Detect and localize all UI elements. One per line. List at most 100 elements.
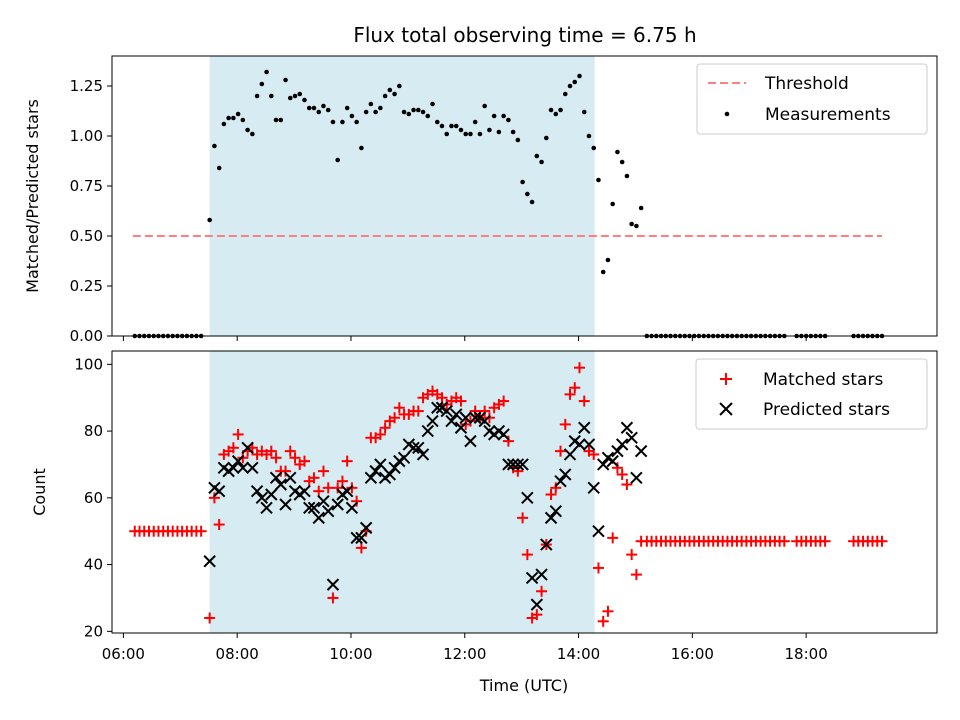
measurement-point bbox=[615, 149, 620, 155]
predicted-star-point bbox=[549, 504, 563, 518]
x-tick-label: 18:00 bbox=[785, 645, 828, 663]
measurement-point bbox=[216, 165, 222, 171]
matched-star-point bbox=[574, 362, 585, 374]
measurement-point bbox=[586, 133, 592, 139]
bottom-y-tick-label: 60 bbox=[84, 489, 103, 507]
measurement-point bbox=[382, 93, 388, 99]
matched-star-point bbox=[389, 412, 401, 424]
legend-threshold-label: Threshold bbox=[764, 74, 849, 94]
measurement-point bbox=[624, 173, 630, 179]
measurement-point bbox=[259, 81, 265, 87]
x-tick-label: 10:00 bbox=[329, 645, 372, 663]
predicted-star-point bbox=[426, 414, 439, 428]
predicted-star-point bbox=[502, 458, 515, 471]
predicted-star-point bbox=[606, 454, 619, 468]
measurement-point bbox=[359, 145, 364, 151]
predicted-star-point bbox=[440, 404, 453, 418]
measurement-point bbox=[491, 113, 497, 119]
predicted-star-point bbox=[331, 498, 344, 511]
predicted-star-point bbox=[326, 578, 340, 591]
measurement-point bbox=[269, 93, 274, 99]
predicted-star-point bbox=[231, 454, 245, 468]
measurement-point bbox=[349, 113, 355, 119]
predicted-star-point bbox=[625, 431, 638, 444]
measurement-point bbox=[420, 109, 426, 115]
predicted-star-point bbox=[340, 484, 354, 498]
matched-star-point bbox=[531, 609, 543, 621]
predicted-star-point bbox=[355, 531, 368, 545]
predicted-star-point bbox=[321, 504, 335, 518]
measurement-point bbox=[302, 97, 307, 103]
matched-star-point bbox=[195, 525, 207, 537]
matched-star-point bbox=[355, 542, 367, 554]
measurement-point bbox=[287, 95, 293, 101]
bottom-y-tick-label: 80 bbox=[84, 422, 103, 440]
predicted-star-point bbox=[303, 501, 316, 515]
measurement-point bbox=[453, 123, 459, 129]
predicted-star-point bbox=[241, 441, 254, 454]
predicted-star-point bbox=[307, 501, 321, 515]
matched-star-point bbox=[436, 392, 448, 404]
bottom-star-points bbox=[129, 362, 888, 627]
top-legend-box bbox=[696, 63, 928, 135]
measurement-point bbox=[520, 179, 525, 185]
measurement-point bbox=[363, 109, 369, 115]
bottom-x-axis: 06:00 08:00 10:00 12:00 14:00 16:00 18:00 bbox=[102, 633, 828, 663]
matched-star-point bbox=[336, 475, 348, 487]
measurement-point bbox=[496, 129, 502, 135]
measurement-point bbox=[638, 205, 644, 211]
x-tick-label: 12:00 bbox=[443, 645, 486, 663]
top-panel: 0.00 0.25 0.50 0.75 1.00 1.25 Matched/Predict… bbox=[23, 55, 938, 345]
top-y-tick-label: 0.00 bbox=[70, 327, 103, 345]
measurement-point bbox=[581, 109, 587, 115]
measurement-point bbox=[344, 105, 350, 111]
predicted-star-point bbox=[511, 458, 525, 471]
measurement-point bbox=[354, 119, 359, 125]
matched-star-point bbox=[270, 452, 282, 464]
predicted-star-point bbox=[350, 531, 363, 545]
measurement-point bbox=[425, 113, 431, 119]
matched-star-point bbox=[555, 445, 567, 457]
x-tick-label: 14:00 bbox=[557, 645, 600, 663]
predicted-star-point bbox=[620, 421, 634, 434]
matched-star-point bbox=[379, 422, 391, 434]
measurement-point bbox=[207, 217, 212, 223]
predicted-star-point bbox=[535, 568, 548, 581]
top-observing-window bbox=[209, 56, 595, 336]
predicted-star-point bbox=[298, 484, 311, 498]
measurement-point bbox=[591, 145, 597, 151]
chart-title: Flux total observing time = 6.75 h bbox=[353, 23, 696, 47]
matched-star-point bbox=[498, 395, 510, 407]
measurement-point bbox=[472, 119, 478, 125]
matched-star-point bbox=[289, 452, 301, 464]
measurement-point bbox=[482, 103, 487, 109]
predicted-star-point bbox=[416, 448, 430, 461]
measurement-point bbox=[434, 119, 440, 125]
matched-star-point bbox=[630, 569, 642, 581]
top-axes-frame bbox=[111, 55, 938, 337]
predicted-star-point bbox=[578, 421, 591, 434]
measurement-point bbox=[506, 117, 511, 123]
predicted-star-point bbox=[364, 471, 378, 485]
matched-star-point bbox=[455, 395, 467, 407]
measurement-point bbox=[278, 117, 284, 123]
predicted-star-point bbox=[554, 474, 567, 488]
measurement-point bbox=[439, 123, 445, 129]
measurement-point bbox=[596, 177, 601, 183]
matched-star-point bbox=[626, 549, 638, 561]
measurement-point bbox=[539, 159, 544, 165]
predicted-star-point bbox=[478, 414, 491, 428]
predicted-star-point bbox=[203, 555, 216, 568]
matched-star-point bbox=[521, 549, 533, 561]
matched-star-point bbox=[569, 382, 581, 394]
matched-star-point bbox=[374, 428, 386, 440]
measurement-point bbox=[544, 135, 549, 141]
measurement-point bbox=[600, 269, 606, 275]
measurement-point bbox=[250, 131, 255, 137]
predicted-star-point bbox=[284, 471, 297, 485]
predicted-star-point bbox=[269, 471, 283, 485]
measurement-point bbox=[235, 111, 241, 117]
matched-star-point bbox=[616, 468, 628, 480]
predicted-star-point bbox=[383, 468, 397, 481]
